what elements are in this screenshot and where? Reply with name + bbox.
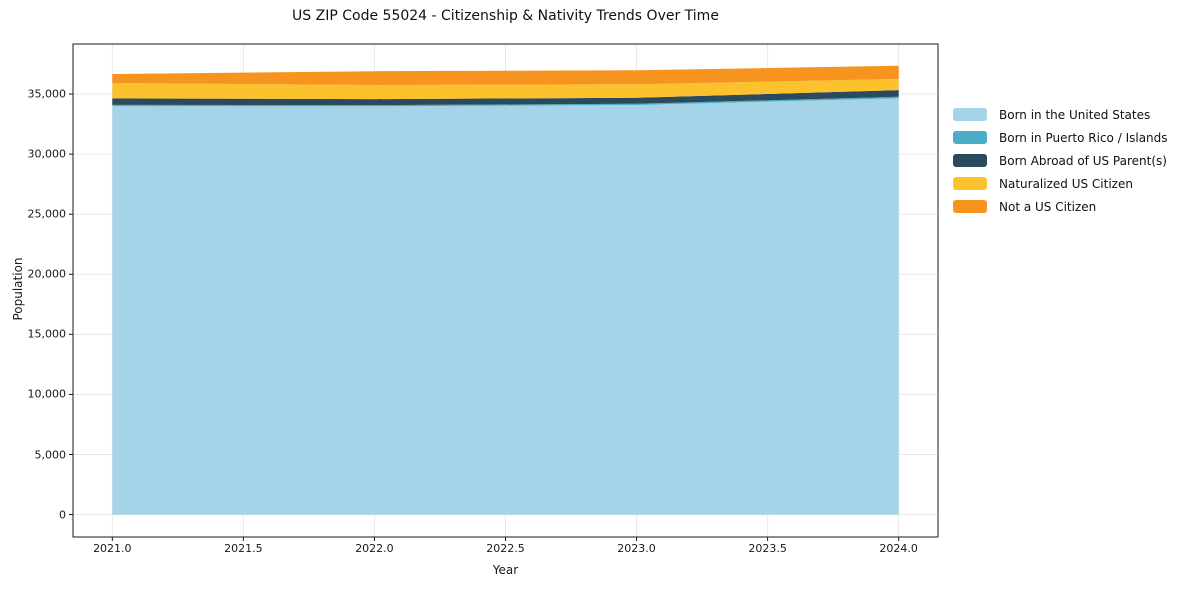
x-tick-label: 2022.5	[486, 542, 525, 555]
legend-swatch-icon	[953, 131, 987, 144]
legend-item-4: Not a US Citizen	[953, 195, 1168, 218]
y-tick-label: 0	[59, 508, 66, 522]
y-tick-label: 35,000	[27, 87, 67, 101]
area-series-4	[112, 65, 899, 85]
area-series-0	[112, 98, 899, 515]
chart-title: US ZIP Code 55024 - Citizenship & Nativi…	[292, 8, 719, 24]
legend-label: Naturalized US Citizen	[999, 176, 1133, 191]
y-tick-label: 30,000	[27, 147, 67, 161]
legend-item-2: Born Abroad of US Parent(s)	[953, 149, 1168, 172]
x-tick-label: 2021.0	[93, 542, 132, 555]
y-tick-label: 20,000	[27, 267, 67, 281]
legend-item-1: Born in Puerto Rico / Islands	[953, 126, 1168, 149]
x-tick-label: 2021.5	[224, 542, 263, 555]
legend-label: Born Abroad of US Parent(s)	[999, 153, 1167, 168]
legend-swatch-icon	[953, 200, 987, 213]
legend-swatch-icon	[953, 108, 987, 121]
legend-label: Not a US Citizen	[999, 199, 1097, 214]
y-tick-label: 25,000	[27, 207, 67, 221]
legend-label: Born in the United States	[999, 107, 1151, 122]
x-axis-label: Year	[492, 563, 519, 577]
x-tick-label: 2024.0	[879, 542, 918, 555]
legend-label: Born in Puerto Rico / Islands	[999, 130, 1168, 145]
area-series-1	[112, 96, 899, 107]
y-tick-label: 5,000	[34, 448, 67, 461]
area-series-2	[112, 90, 899, 106]
legend: Born in the United States Born in Puerto …	[953, 103, 1168, 218]
x-tick-label: 2023.5	[748, 542, 787, 555]
x-tick-label: 2022.0	[355, 542, 394, 555]
area-series-3	[112, 79, 899, 100]
y-tick-label: 15,000	[27, 327, 67, 341]
legend-item-3: Naturalized US Citizen	[953, 172, 1168, 195]
legend-swatch-icon	[953, 177, 987, 190]
legend-swatch-icon	[953, 154, 987, 167]
y-tick-label: 10,000	[27, 387, 67, 401]
legend-item-0: Born in the United States	[953, 103, 1168, 126]
x-tick-label: 2023.0	[617, 542, 656, 555]
